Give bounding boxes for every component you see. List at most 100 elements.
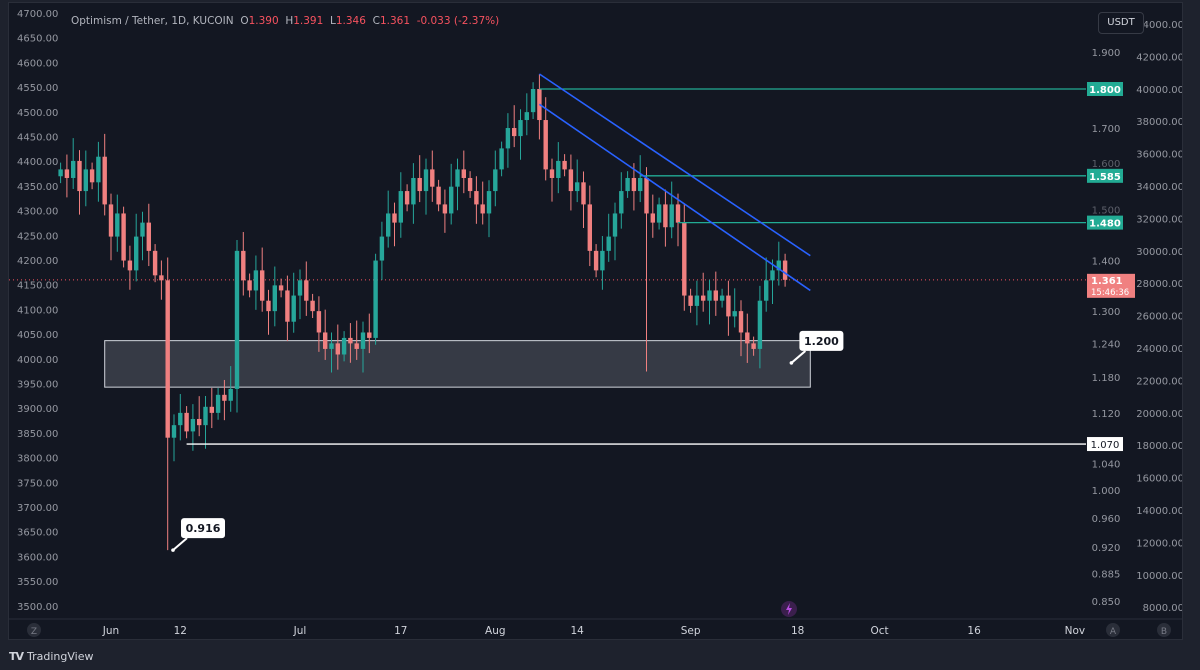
candle-body [115,213,120,237]
candle-body [178,412,183,426]
price-tick-label: 0.960 [1092,514,1121,525]
callout-pointer [790,350,807,364]
candle-body [360,332,366,349]
candle-body [64,169,70,178]
right-axis-tick: 30000.00 [1136,247,1182,258]
right-axis-tick: 8000.00 [1143,603,1182,614]
candle-body [638,177,643,192]
left-axis-tick: 3500.00 [17,602,58,613]
candle-body [782,260,788,280]
candle-body [593,250,599,271]
right-axis-tick: 42000.00 [1136,52,1182,63]
candle-body [354,343,359,349]
candle-body [606,236,611,251]
axis-button[interactable] [27,623,41,637]
candle-body [556,160,561,178]
support-zone [104,340,811,388]
left-axis-tick: 3750.00 [17,478,58,489]
candle-body [726,295,731,317]
left-axis-tick: 4200.00 [17,256,58,267]
candle-body [165,280,170,438]
candle-body [146,222,151,251]
time-axis-tick: Oct [871,625,889,637]
candle-body [656,204,662,223]
candle-body [323,332,328,349]
left-axis-tick: 4500.00 [17,108,58,119]
left-axis-tick: 3800.00 [17,454,58,465]
chart-pane[interactable]: 0.916 1.200 1.900 1.700 1.600 1.500 1.400 1.300… [8,2,1183,640]
candle-body [512,128,517,137]
candle-body [524,112,529,121]
candle-body [272,285,277,312]
candle-body [266,300,271,312]
candle-body [58,169,63,177]
candle-body [644,177,649,214]
right-axis-tick: 38000.00 [1136,117,1182,128]
low-value: 1.346 [335,15,366,27]
candle-body [190,418,196,432]
candle-body [757,300,763,349]
level-price-badge [1087,215,1123,230]
candle-body [260,270,265,301]
candle-body [379,236,385,261]
callout-anchor [789,361,794,365]
price-tick-label: 1.500 [1092,206,1121,217]
level-price-label: 1.070 [1091,440,1120,451]
time-axis-tick: 12 [174,625,187,637]
left-axis-tick: 4150.00 [17,281,58,292]
callout-label: 1.200 [804,335,839,348]
candle-body [134,236,139,271]
candle-body [291,295,296,322]
candle-body [455,169,460,187]
axis-button[interactable] [1157,623,1171,637]
candle-body [688,295,693,306]
candle-body [719,295,725,301]
high-value: 1.391 [293,15,324,27]
price-tick-label: 1.300 [1092,307,1121,318]
candle-body [398,191,403,223]
level-price-label: 1.585 [1089,172,1121,183]
axis-button-label: A [1110,627,1117,637]
candle-body [171,425,177,438]
candle-body [493,169,498,192]
candle-body [373,260,378,338]
candle-body [411,177,416,205]
price-tick-label: 0.920 [1092,543,1121,554]
candle-body [449,186,454,214]
candle-body [587,204,592,251]
price-tick-label: 0.885 [1092,570,1121,581]
axis-button[interactable] [1106,623,1120,637]
tradingview-brand[interactable]: TV TradingView [9,650,94,663]
candle-body [732,311,737,317]
symbol-title[interactable]: Optimism / Tether, 1D, KUCOIN [71,15,234,27]
time-axis-tick: 17 [394,625,407,637]
candle-body [499,148,504,170]
candle-body [71,160,76,178]
candle-body [197,418,202,426]
callout-anchor [171,548,175,552]
right-axis-tick: 14000.00 [1136,506,1182,517]
candle-body [612,213,618,237]
price-tick-label: 1.040 [1092,459,1121,470]
candle-body [738,311,744,333]
candle-body [215,394,221,413]
candle-body [228,388,233,401]
candle-body [184,412,189,432]
candle-body [745,332,750,344]
time-axis-tick: Nov [1065,625,1086,637]
candle-body [549,169,555,178]
left-axis-tick: 4600.00 [17,58,58,69]
tradingview-logo-icon: TV [9,650,24,663]
time-axis-tick: Jul [293,625,307,637]
close-value: 1.361 [379,15,410,27]
currency-button[interactable]: USDT [1098,12,1144,34]
candle-body [83,169,88,192]
trendline [538,73,811,257]
level-price-badge [1087,168,1123,183]
candle-body [121,213,126,261]
time-axis-tick: Jun [102,625,119,637]
candlestick-chart[interactable]: 0.916 1.200 1.900 1.700 1.600 1.500 1.400 1.300… [9,3,1182,639]
candle-body [625,177,630,192]
left-axis-tick: 3950.00 [17,380,58,391]
left-axis-tick: 4400.00 [17,157,58,168]
